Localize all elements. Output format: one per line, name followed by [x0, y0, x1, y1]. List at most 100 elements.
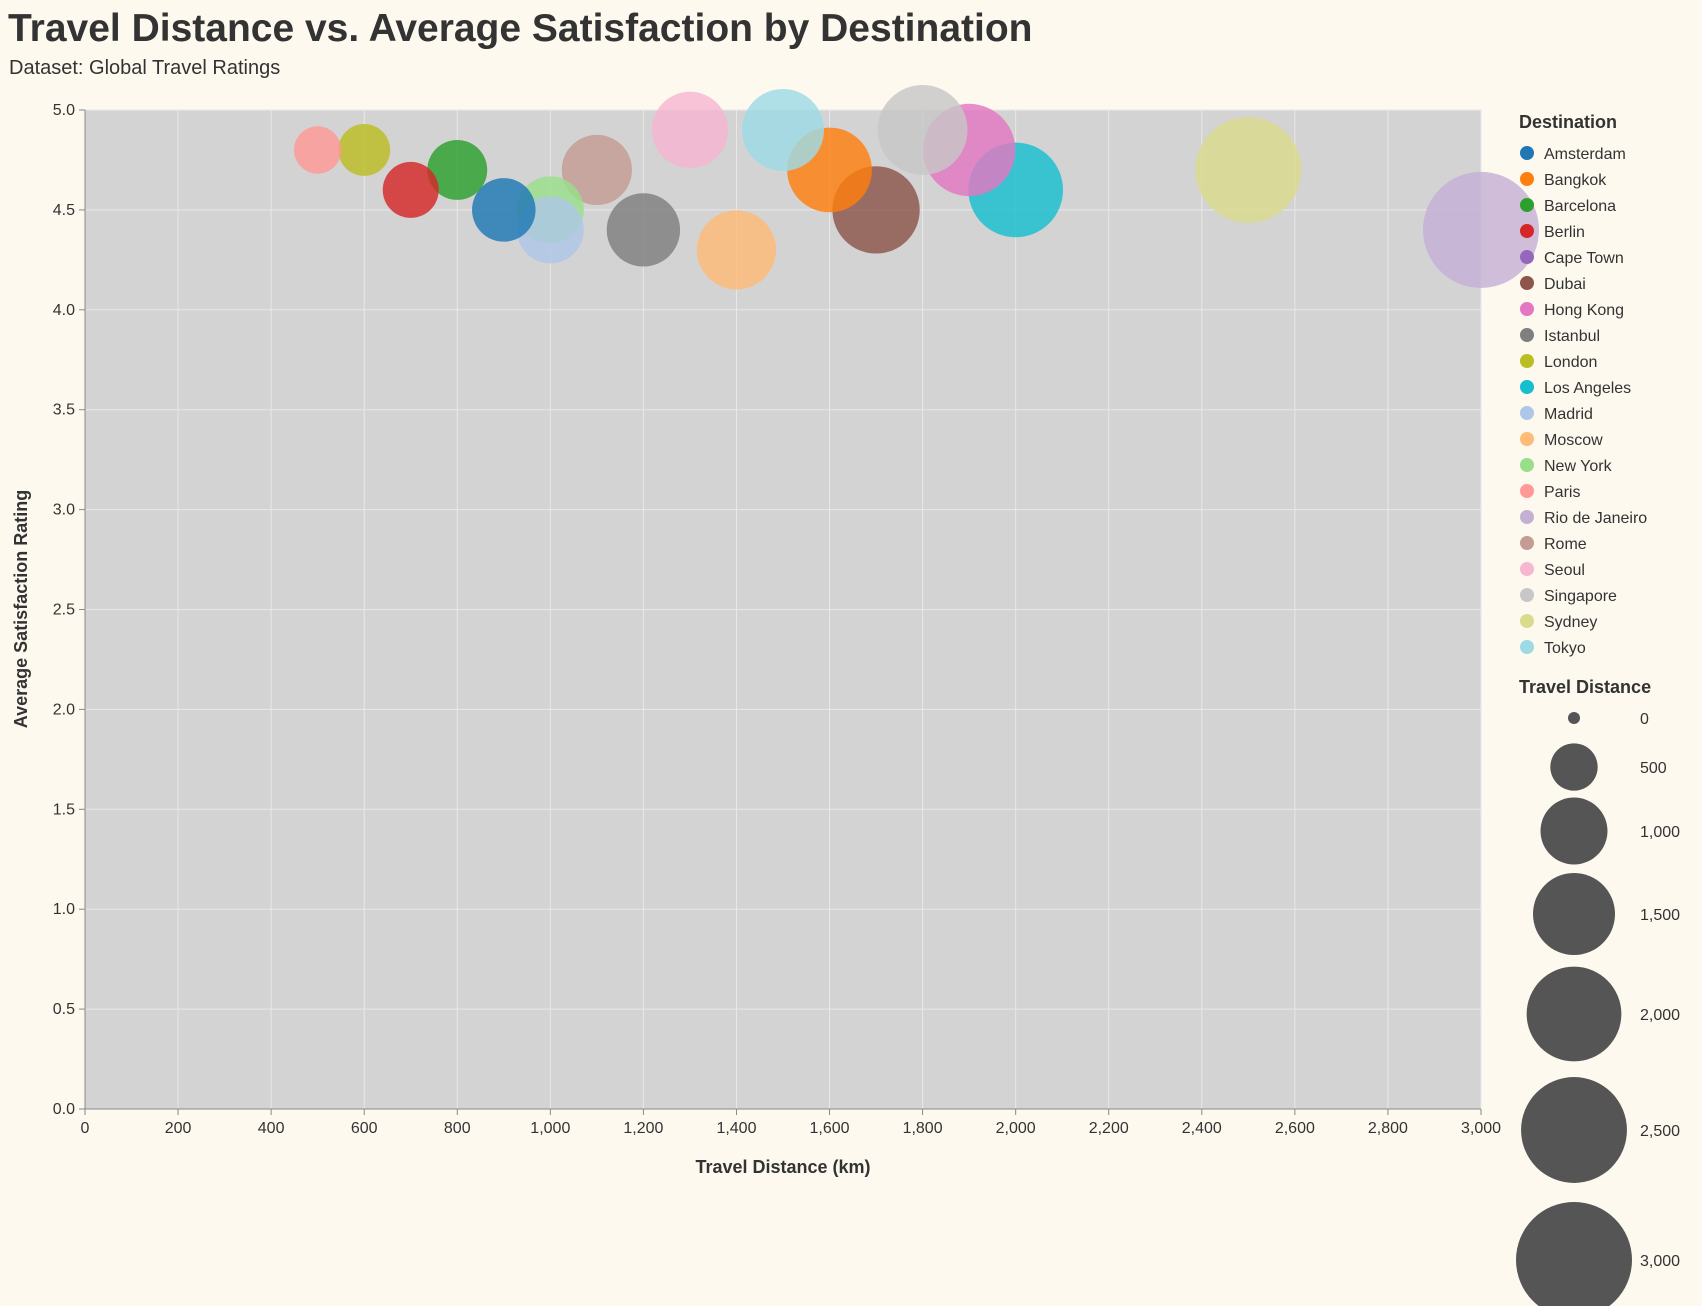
x-axis: 0 200 400 600 800 1,000 1,200 1,400 1,600 1,800 2,… [81, 1108, 1501, 1137]
legend-label: Singapore [1544, 588, 1617, 605]
data-point-paris: Paris [293, 126, 342, 174]
x-tick-label: 2,600 [1275, 1120, 1315, 1137]
size-legend-label: 1,000 [1640, 824, 1680, 841]
size-legend-label: 1,500 [1640, 907, 1680, 924]
data-point-seoul: Seoul [651, 91, 729, 169]
size-legend-circle [1532, 872, 1616, 956]
y-tick-label: 2.0 [53, 701, 75, 718]
data-point-tokyo: Tokyo [741, 88, 825, 171]
y-tick-label: 4.5 [53, 202, 75, 219]
y-tick-label: 1.0 [53, 901, 75, 918]
chart-subtitle: Dataset: Global Travel Ratings [9, 57, 280, 79]
legend-swatch [1520, 536, 1534, 550]
legend-label: Amsterdam [1544, 146, 1626, 163]
size-legend-circle [1521, 1077, 1627, 1183]
legend-swatch [1520, 510, 1534, 524]
legend-swatch [1520, 198, 1534, 212]
data-point-barcelona: Barcelona [427, 139, 488, 200]
legend-label: Seoul [1544, 562, 1585, 579]
legend-swatch [1520, 172, 1534, 186]
y-tick-label: 5.0 [53, 102, 75, 119]
legend-label: Tokyo [1544, 640, 1586, 657]
legend-swatch [1520, 562, 1534, 576]
y-tick-label: 0.0 [53, 1101, 75, 1118]
x-tick-label: 200 [165, 1120, 192, 1137]
x-tick-label: 2,400 [1182, 1120, 1222, 1137]
y-axis: 0.0 0.5 1.0 1.5 2.0 2.5 3.0 3.5 4.0 4.5 5.0 [53, 102, 86, 1118]
x-tick-label: 2,000 [996, 1120, 1036, 1137]
size-legend-circle [1516, 1202, 1632, 1306]
chart-title: Travel Distance vs. Average Satisfaction… [8, 7, 1033, 50]
data-point-rome: Rome [561, 134, 632, 206]
legend-swatch [1520, 328, 1534, 342]
legend-swatch [1520, 406, 1534, 420]
legend-swatch [1520, 458, 1534, 472]
y-tick-label: 3.5 [53, 402, 75, 419]
y-tick-label: 3.0 [53, 502, 75, 519]
x-tick-label: 2,800 [1368, 1120, 1408, 1137]
x-tick-label: 0 [81, 1120, 90, 1137]
data-point-berlin: Berlin [382, 161, 439, 218]
legend-swatch [1520, 354, 1534, 368]
y-tick-label: 1.5 [53, 801, 75, 818]
data-point-london: London [338, 124, 391, 176]
legend-label: Berlin [1544, 224, 1585, 241]
x-tick-label: 600 [351, 1120, 378, 1137]
size-legend: Travel Distance 0 500 1,000 1,500 2,000 2,500… [1516, 677, 1680, 1306]
legend-label: Los Angeles [1544, 380, 1631, 397]
y-tick-label: 4.0 [53, 302, 75, 319]
legend-label: Paris [1544, 484, 1580, 501]
x-tick-label: 1,400 [716, 1120, 756, 1137]
legend-swatch [1520, 640, 1534, 654]
color-legend-title: Destination [1519, 112, 1617, 132]
legend-label: Dubai [1544, 276, 1586, 293]
x-tick-label: 400 [258, 1120, 285, 1137]
legend-swatch [1520, 276, 1534, 290]
legend-label: Moscow [1544, 432, 1603, 449]
legend-swatch [1520, 380, 1534, 394]
legend-swatch [1520, 302, 1534, 316]
data-point-sydney: Sydney [1195, 116, 1302, 223]
size-legend-circle [1568, 712, 1580, 724]
x-tick-label: 800 [444, 1120, 471, 1137]
data-point-rio-de-janeiro: Rio de Janeiro [1423, 171, 1539, 288]
legend-label: Rome [1544, 536, 1587, 553]
y-tick-label: 0.5 [53, 1001, 75, 1018]
size-legend-circle [1526, 966, 1622, 1062]
legend-label: Istanbul [1544, 328, 1600, 345]
legend-label: Rio de Janeiro [1544, 510, 1647, 527]
legend-swatch [1520, 614, 1534, 628]
y-axis-title: Average Satisfaction Rating [11, 490, 31, 728]
color-legend: Destination Amsterdam Bangkok Barcelona Ber… [1519, 112, 1647, 657]
y-tick-label: 2.5 [53, 602, 75, 619]
legend-label: Bangkok [1544, 172, 1607, 189]
x-tick-label: 2,200 [1089, 1120, 1129, 1137]
legend-label: Hong Kong [1544, 302, 1624, 319]
legend-swatch [1520, 588, 1534, 602]
legend-label: London [1544, 354, 1597, 371]
x-tick-label: 3,000 [1461, 1120, 1501, 1137]
size-legend-label: 500 [1640, 760, 1667, 777]
legend-swatch [1520, 250, 1534, 264]
legend-label: Barcelona [1544, 198, 1616, 215]
data-point-singapore: Singapore [877, 85, 968, 175]
data-point-amsterdam: Amsterdam [472, 178, 536, 242]
legend-label: Cape Town [1544, 250, 1624, 267]
legend-label: New York [1544, 458, 1613, 475]
data-point-istanbul: Istanbul [606, 193, 681, 267]
x-tick-label: 1,000 [530, 1120, 570, 1137]
legend-swatch [1520, 146, 1534, 160]
size-legend-label: 2,000 [1640, 1007, 1680, 1024]
legend-swatch [1520, 432, 1534, 446]
legend-label: Sydney [1544, 614, 1597, 631]
x-tick-label: 1,200 [623, 1120, 663, 1137]
size-legend-label: 2,500 [1640, 1123, 1680, 1140]
x-axis-title: Travel Distance (km) [695, 1157, 870, 1177]
size-legend-title: Travel Distance [1519, 677, 1651, 697]
size-legend-circle [1540, 797, 1608, 865]
data-point-moscow: Moscow [696, 210, 777, 290]
size-legend-label: 3,000 [1640, 1253, 1680, 1270]
legend-label: Madrid [1544, 406, 1593, 423]
data-points: Rio de JaneiroSydneyLos AngelesHong Kong… [293, 85, 1539, 290]
